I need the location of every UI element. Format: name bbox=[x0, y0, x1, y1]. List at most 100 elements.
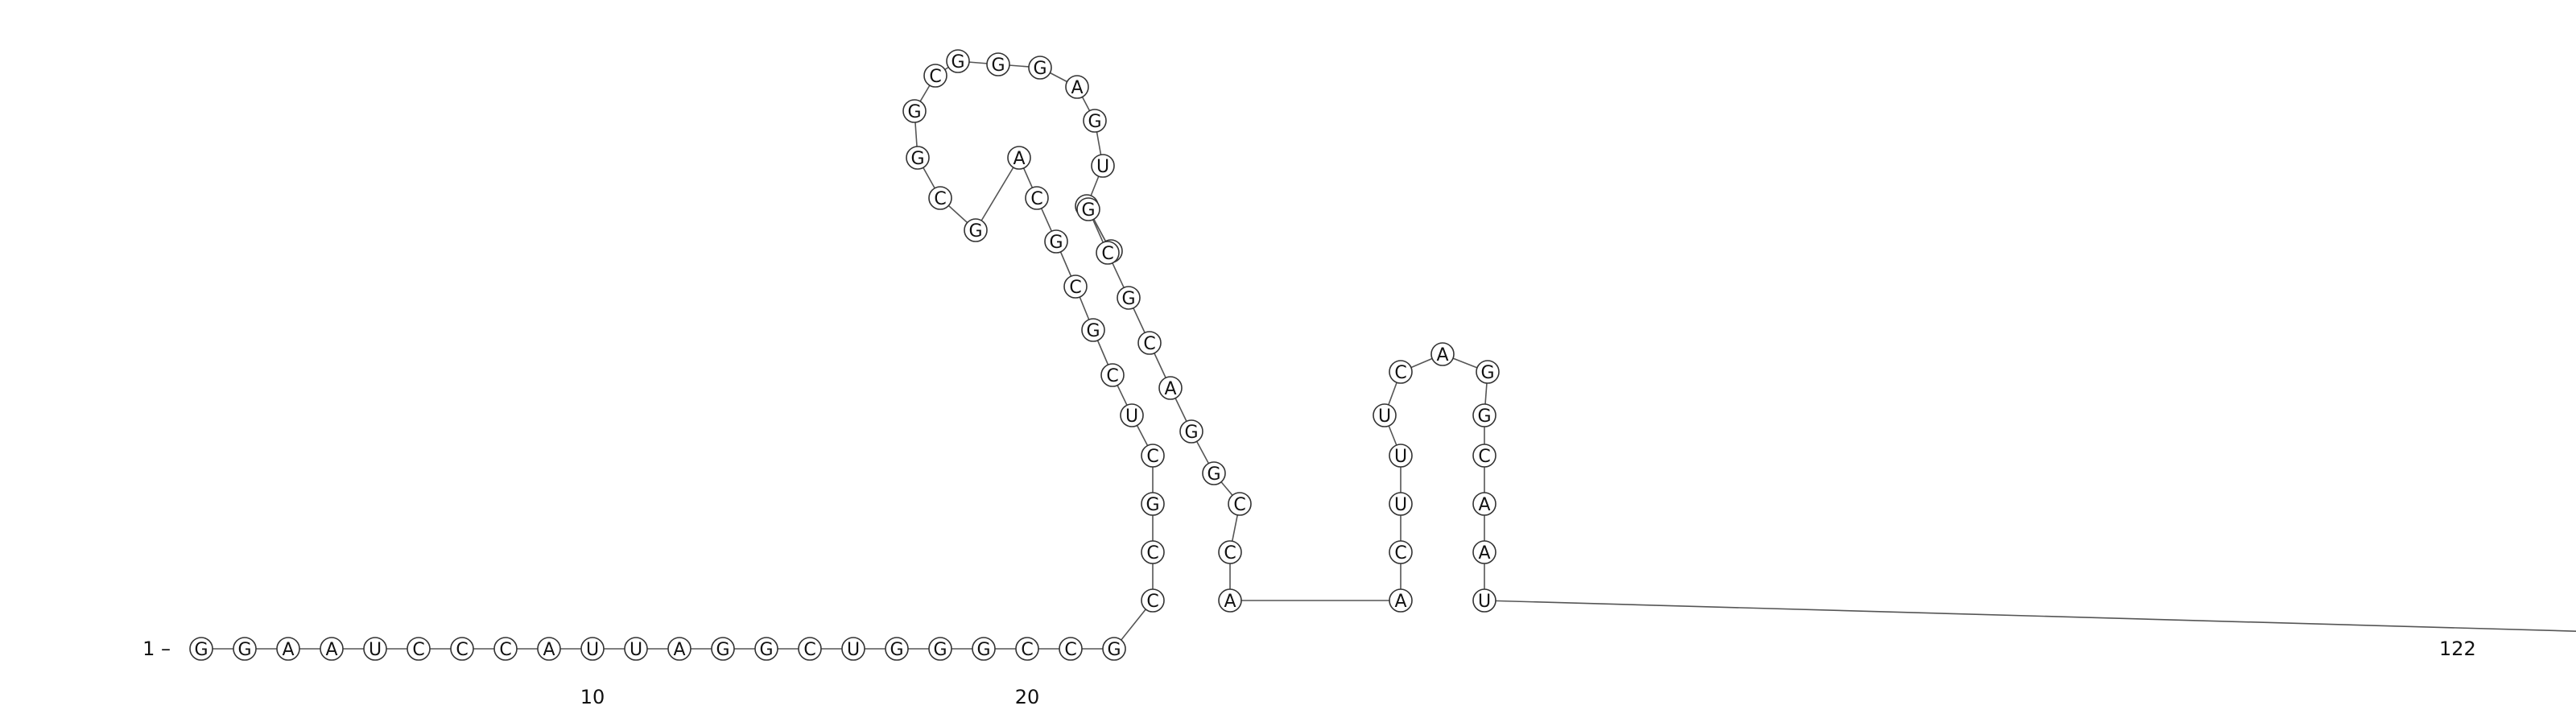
nucleotide-16: U bbox=[841, 637, 865, 661]
nucleotide-circle bbox=[1007, 146, 1031, 170]
nucleotide-circle bbox=[450, 637, 474, 661]
nucleotide-circle bbox=[923, 64, 947, 88]
nucleotide-57: A bbox=[1389, 588, 1413, 613]
number-label: 20 bbox=[1015, 686, 1040, 708]
nucleotide-circle bbox=[1141, 540, 1165, 564]
nucleotide-circle bbox=[1179, 419, 1203, 444]
nucleotide-circle bbox=[986, 52, 1010, 76]
nucleotide-44: U bbox=[1091, 154, 1115, 178]
nucleotide-19: G bbox=[972, 637, 996, 661]
nucleotide-15: C bbox=[798, 637, 822, 661]
nucleotide-letter: G bbox=[1121, 289, 1135, 309]
nucleotide-52: G bbox=[1179, 419, 1203, 444]
nucleotide-7: C bbox=[450, 637, 474, 661]
nucleotide-circle bbox=[1389, 588, 1413, 613]
nucleotide-letter: G bbox=[968, 221, 982, 241]
nucleotide-letter: U bbox=[586, 640, 599, 660]
nucleotide-letter: A bbox=[673, 640, 685, 660]
nucleotide-letter: C bbox=[412, 640, 424, 660]
nucleotide-letter: G bbox=[759, 640, 773, 660]
nucleotide-55: C bbox=[1218, 540, 1242, 564]
nucleotide-3: A bbox=[276, 637, 300, 661]
nucleotide-letter: G bbox=[1033, 59, 1046, 79]
nucleotide-circle bbox=[1141, 588, 1165, 613]
nucleotide-12: A bbox=[667, 637, 691, 661]
nucleotide-5: U bbox=[363, 637, 387, 661]
nucleotide-letter: C bbox=[934, 189, 946, 209]
nucleotide-circle bbox=[407, 637, 431, 661]
nucleotide-letter: U bbox=[1394, 447, 1407, 467]
nucleotide-circle bbox=[1044, 229, 1068, 254]
nucleotide-circle bbox=[798, 637, 822, 661]
nucleotide-67: A bbox=[1472, 492, 1496, 516]
nucleotide-24: C bbox=[1141, 540, 1165, 564]
nucleotide-11: U bbox=[624, 637, 648, 661]
nucleotide-47: G bbox=[1076, 197, 1100, 221]
nucleotide-40: G bbox=[986, 52, 1010, 76]
nucleotide-66: C bbox=[1472, 444, 1496, 468]
nucleotide-20: C bbox=[1015, 637, 1039, 661]
nucleotide-letter: G bbox=[910, 149, 924, 169]
nucleotide-circle bbox=[189, 637, 213, 661]
nucleotide-letter: C bbox=[1224, 543, 1236, 563]
nucleotide-letter: G bbox=[1477, 407, 1491, 427]
nucleotide-circle bbox=[711, 637, 735, 661]
nucleotide-letter: C bbox=[499, 640, 511, 660]
nucleotide-circle bbox=[1373, 403, 1397, 427]
nucleotide-circle bbox=[1141, 444, 1165, 468]
nucleotide-letter: U bbox=[1096, 157, 1109, 177]
nucleotide-circle bbox=[1091, 154, 1115, 178]
nucleotide-34: G bbox=[964, 218, 988, 242]
nucleotide-circle bbox=[1389, 540, 1413, 564]
nucleotide-circle bbox=[1476, 360, 1500, 384]
nucleotide-circle bbox=[1117, 286, 1141, 310]
nucleotide-letter: G bbox=[890, 640, 903, 660]
nucleotide-14: G bbox=[754, 637, 778, 661]
nucleotide-circle bbox=[1025, 186, 1049, 210]
nucleotide-62: C bbox=[1389, 360, 1413, 384]
nucleotide-8: C bbox=[493, 637, 518, 661]
nucleotide-9: A bbox=[537, 637, 561, 661]
nucleotide-50: C bbox=[1137, 331, 1162, 355]
nucleotide-letter: C bbox=[1394, 363, 1406, 383]
nucleotide-letter: A bbox=[325, 640, 337, 660]
nucleotide-circle bbox=[1120, 403, 1144, 427]
nucleotide-circle bbox=[363, 637, 387, 661]
nucleotide-1: G bbox=[189, 637, 213, 661]
nucleotide-36: G bbox=[906, 146, 930, 170]
nucleotide-circle bbox=[1137, 331, 1162, 355]
nucleotide-39: G bbox=[946, 49, 970, 73]
nucleotide-circle bbox=[928, 637, 952, 661]
nucleotide-circle bbox=[493, 637, 518, 661]
nucleotide-letter: U bbox=[1478, 592, 1491, 612]
nucleotide-circle bbox=[624, 637, 648, 661]
nucleotide-letter: G bbox=[1081, 200, 1095, 221]
nucleotide-circle bbox=[1059, 637, 1083, 661]
nucleotide-letter: C bbox=[1021, 640, 1033, 660]
nucleotide-51: A bbox=[1158, 376, 1183, 400]
nucleotide-circle bbox=[233, 637, 257, 661]
nucleotide-17: G bbox=[885, 637, 909, 661]
nucleotide-circle bbox=[1472, 540, 1496, 564]
nucleotide-circle bbox=[537, 637, 561, 661]
nucleotide-letter: A bbox=[1478, 543, 1490, 563]
nucleotide-letter: G bbox=[991, 56, 1005, 76]
nucleotide-circle bbox=[1218, 588, 1242, 613]
nucleotide-37: G bbox=[902, 99, 927, 123]
nucleotide-2: G bbox=[233, 637, 257, 661]
nucleotide-letter: U bbox=[847, 640, 860, 660]
nucleotide-27: U bbox=[1120, 403, 1144, 427]
nucleotide-circle bbox=[972, 637, 996, 661]
nucleotide-circle bbox=[1083, 109, 1107, 133]
nucleotide-circle bbox=[1065, 75, 1089, 99]
nucleotide-letter: C bbox=[1146, 543, 1158, 563]
nucleotide-letter: A bbox=[282, 640, 294, 660]
nucleotide-letter: A bbox=[1436, 345, 1448, 365]
nucleotide-30: C bbox=[1063, 274, 1088, 299]
nucleotide-letter: U bbox=[630, 640, 642, 660]
nucleotide-circle bbox=[946, 49, 970, 73]
nucleotide-56: A bbox=[1218, 588, 1242, 613]
nucleotide-26: C bbox=[1141, 444, 1165, 468]
backbone-segment bbox=[1484, 600, 2576, 632]
nucleotide-60: U bbox=[1389, 444, 1413, 468]
